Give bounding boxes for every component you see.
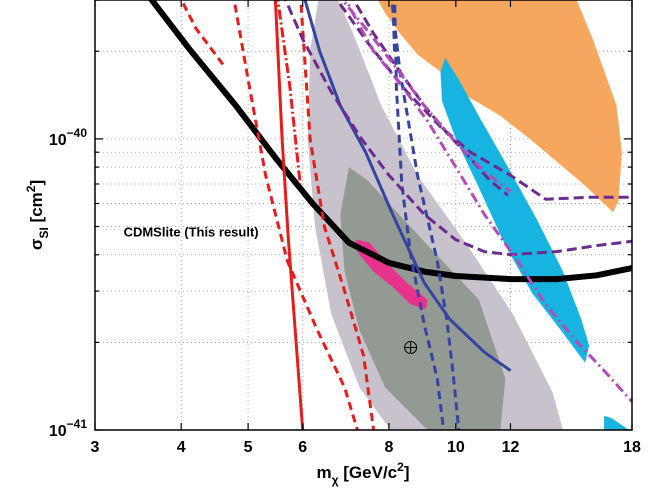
series-line-10 [284,0,632,257]
series-line-11 [335,0,632,201]
x-tick-label: 5 [244,439,253,456]
series-line-9 [391,0,396,52]
x-tick-label: 10 [447,439,465,456]
annotation-cdmslite: CDMSlite (This result) [124,225,259,240]
x-axis-label: mχ [GeV/c2] [317,460,410,487]
series-line-0 [147,0,632,283]
series-line-14 [344,0,632,403]
series-line-13 [340,0,512,193]
best-fit-marker [404,341,418,355]
series-line-3 [299,0,376,430]
plot-area [147,0,632,430]
series-line-6 [303,0,512,372]
x-tick-label: 18 [623,439,641,456]
axes: 3 4 5 6 8 10 12 18 10−41 10−40 [49,0,641,456]
region-2 [378,0,622,213]
series-line-1 [273,0,305,430]
y-tick-label: 10−40 [49,126,87,149]
x-tick-label: 8 [385,439,394,456]
region-4 [604,415,629,430]
series-line-4 [179,0,225,66]
x-tick-label: 12 [502,439,520,456]
region-3 [440,57,590,363]
x-tick-label: 3 [91,439,100,456]
axes-frame [94,0,633,431]
x-tick-label: 4 [177,439,186,456]
y-axis-label: σSI [cm2] [24,180,51,250]
y-tick-label: 10−41 [49,417,87,440]
x-tick-label: 6 [298,439,307,456]
series-line-5 [276,0,302,185]
series-line-2 [232,0,359,430]
series-line-7 [393,0,446,430]
